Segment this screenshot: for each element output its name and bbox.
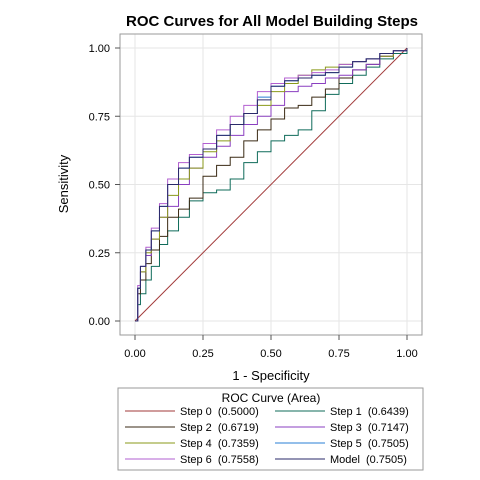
legend-series-name: Model <box>330 454 360 466</box>
legend: ROC Curve (Area) Step 0 (0.5000) Step 1 (0.… <box>117 387 424 471</box>
legend-label-step-4: Step 4 (0.7359) <box>180 438 259 450</box>
legend-series-area: (0.5000) <box>218 406 259 418</box>
legend-series-area: (0.6719) <box>218 422 259 434</box>
x-tick-label: 0.75 <box>328 348 349 360</box>
x-tick-label: 1.00 <box>396 348 417 360</box>
chart-title: ROC Curves for All Model Building Steps <box>126 13 418 30</box>
legend-series-area: (0.7505) <box>368 438 409 450</box>
x-tick-label: 0.50 <box>260 348 281 360</box>
legend-series-area: (0.7558) <box>218 454 259 466</box>
x-axis-label: 1 - Specificity <box>232 368 310 383</box>
y-tick-label: 0.00 <box>89 316 110 328</box>
legend-series-name: Step 3 <box>330 422 362 434</box>
x-tick-label: 0.25 <box>192 348 213 360</box>
legend-series-name: Step 6 <box>180 454 212 466</box>
x-axis-ticks: 0.00 0.25 0.50 0.75 1.00 <box>124 335 418 360</box>
legend-series-name: Step 1 <box>330 406 362 418</box>
legend-frame <box>117 387 424 471</box>
legend-label-model: Model (0.7505) <box>330 454 407 466</box>
legend-series-name: Step 0 <box>180 406 212 418</box>
legend-series-area: (0.7505) <box>366 454 407 466</box>
y-tick-label: 0.75 <box>89 111 110 123</box>
legend-label-step-5: Step 5 (0.7505) <box>330 438 409 450</box>
legend-label-step-6: Step 6 (0.7558) <box>180 454 259 466</box>
roc-curve-model <box>135 48 408 322</box>
legend-series-area: (0.6439) <box>368 406 409 418</box>
roc-curves <box>134 47 408 322</box>
legend-label-step-2: Step 2 (0.6719) <box>180 422 259 434</box>
legend-series-name: Step 2 <box>180 422 212 434</box>
legend-items: Step 0 (0.5000) Step 1 (0.6439) Step 2 (0.671… <box>125 406 409 466</box>
y-tick-label: 0.50 <box>89 180 110 192</box>
roc-curve-step-0 <box>134 47 408 322</box>
y-tick-label: 1.00 <box>89 43 110 55</box>
legend-label-step-3: Step 3 (0.7147) <box>330 422 409 434</box>
legend-label-step-0: Step 0 (0.5000) <box>180 406 259 418</box>
legend-series-area: (0.7147) <box>368 422 409 434</box>
y-tick-label: 0.25 <box>89 248 110 260</box>
y-axis-label: Sensitivity <box>56 154 71 213</box>
legend-series-name: Step 5 <box>330 438 362 450</box>
legend-label-step-1: Step 1 (0.6439) <box>330 406 409 418</box>
legend-series-name: Step 4 <box>180 438 212 450</box>
legend-title: ROC Curve (Area) <box>222 391 321 405</box>
y-axis-ticks: 0.00 0.25 0.50 0.75 1.00 <box>89 43 120 328</box>
x-tick-label: 0.00 <box>124 348 145 360</box>
legend-series-area: (0.7359) <box>218 438 259 450</box>
